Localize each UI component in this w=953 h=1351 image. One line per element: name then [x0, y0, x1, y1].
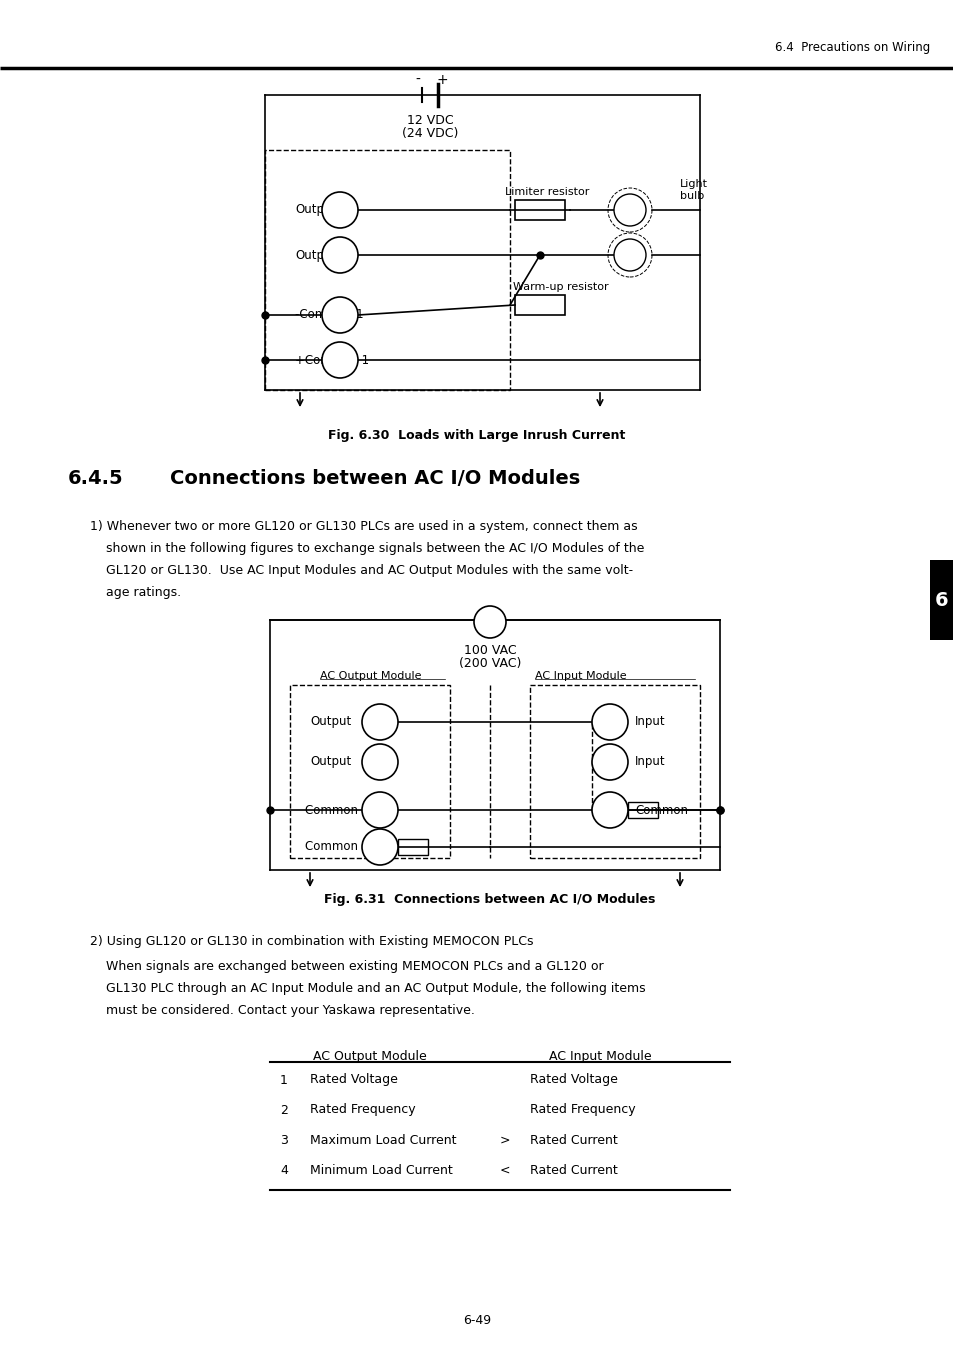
Circle shape [322, 236, 357, 273]
Text: +Common 1: +Common 1 [294, 354, 369, 366]
Text: Connections between AC I/O Modules: Connections between AC I/O Modules [170, 469, 579, 488]
Text: GL120 or GL130.  Use AC Input Modules and AC Output Modules with the same volt-: GL120 or GL130. Use AC Input Modules and… [90, 563, 633, 577]
Text: Fig. 6.30  Loads with Large Inrush Current: Fig. 6.30 Loads with Large Inrush Curren… [328, 428, 625, 442]
Circle shape [592, 704, 627, 740]
Text: -Common 1: -Common 1 [294, 308, 363, 322]
Text: When signals are exchanged between existing MEMOCON PLCs and a GL120 or: When signals are exchanged between exist… [90, 961, 603, 973]
Circle shape [592, 792, 627, 828]
Text: 3: 3 [280, 1133, 288, 1147]
Circle shape [614, 195, 645, 226]
Text: (200 VAC): (200 VAC) [458, 657, 520, 670]
Text: Common 1-2: Common 1-2 [305, 840, 381, 854]
FancyBboxPatch shape [397, 839, 428, 855]
Circle shape [614, 239, 645, 272]
Text: must be considered. Contact your Yaskawa representative.: must be considered. Contact your Yaskawa… [90, 1004, 475, 1017]
Text: Light
bulb: Light bulb [679, 180, 707, 201]
FancyBboxPatch shape [929, 561, 953, 640]
Text: ~: ~ [482, 613, 497, 631]
Circle shape [361, 744, 397, 780]
Text: 1) Whenever two or more GL120 or GL130 PLCs are used in a system, connect them a: 1) Whenever two or more GL120 or GL130 P… [90, 520, 637, 534]
Text: AC Output Module: AC Output Module [319, 671, 421, 681]
FancyBboxPatch shape [627, 802, 658, 817]
Text: Output: Output [310, 716, 351, 728]
Text: amp: amp [619, 205, 639, 215]
Circle shape [474, 607, 505, 638]
Text: AC Output Module: AC Output Module [313, 1050, 426, 1063]
Text: Rated Frequency: Rated Frequency [530, 1104, 635, 1116]
Text: Rated Current: Rated Current [530, 1163, 618, 1177]
Text: shown in the following figures to exchange signals between the AC I/O Modules of: shown in the following figures to exchan… [90, 542, 643, 555]
Circle shape [322, 342, 357, 378]
Text: Common: Common [635, 804, 687, 816]
Text: 12 VDC: 12 VDC [406, 113, 453, 127]
Circle shape [361, 830, 397, 865]
Text: 100 VAC: 100 VAC [463, 643, 516, 657]
Text: <: < [499, 1163, 510, 1177]
Text: (24 VDC): (24 VDC) [401, 127, 457, 139]
Text: 6.4.5: 6.4.5 [68, 469, 124, 488]
Text: age ratings.: age ratings. [90, 586, 181, 598]
Text: Rated Current: Rated Current [530, 1133, 618, 1147]
Text: 6-49: 6-49 [462, 1313, 491, 1327]
Text: 1: 1 [280, 1074, 288, 1086]
Text: Limiter resistor: Limiter resistor [504, 186, 589, 197]
Text: Input: Input [635, 716, 665, 728]
Text: Output: Output [310, 755, 351, 769]
Text: GL130 PLC through an AC Input Module and an AC Output Module, the following item: GL130 PLC through an AC Input Module and… [90, 982, 645, 994]
Text: 6.4  Precautions on Wiring: 6.4 Precautions on Wiring [774, 42, 929, 54]
Text: Output: Output [294, 204, 335, 216]
Text: 2) Using GL120 or GL130 in combination with Existing MEMOCON PLCs: 2) Using GL120 or GL130 in combination w… [90, 935, 533, 948]
Text: Input: Input [635, 755, 665, 769]
Text: AC Input Module: AC Input Module [535, 671, 626, 681]
Text: Rated Voltage: Rated Voltage [310, 1074, 397, 1086]
Text: -: - [416, 73, 420, 86]
Circle shape [592, 744, 627, 780]
Circle shape [361, 792, 397, 828]
Text: Minimum Load Current: Minimum Load Current [310, 1163, 453, 1177]
Text: AC Input Module: AC Input Module [548, 1050, 651, 1063]
Text: >: > [499, 1133, 510, 1147]
Text: 4: 4 [280, 1163, 288, 1177]
Text: 2: 2 [280, 1104, 288, 1116]
Text: Rated Frequency: Rated Frequency [310, 1104, 416, 1116]
Text: Maximum Load Current: Maximum Load Current [310, 1133, 456, 1147]
FancyBboxPatch shape [515, 295, 564, 315]
Circle shape [322, 192, 357, 228]
Text: amp: amp [619, 250, 639, 259]
Text: Warm-up resistor: Warm-up resistor [513, 282, 608, 292]
Circle shape [361, 704, 397, 740]
Text: 6: 6 [934, 590, 948, 609]
Circle shape [322, 297, 357, 332]
Text: Common 1-1: Common 1-1 [305, 804, 381, 816]
FancyBboxPatch shape [515, 200, 564, 220]
Text: Rated Voltage: Rated Voltage [530, 1074, 618, 1086]
Text: Output: Output [294, 249, 335, 262]
Text: Fig. 6.31  Connections between AC I/O Modules: Fig. 6.31 Connections between AC I/O Mod… [324, 893, 655, 907]
Text: +: + [436, 73, 447, 86]
